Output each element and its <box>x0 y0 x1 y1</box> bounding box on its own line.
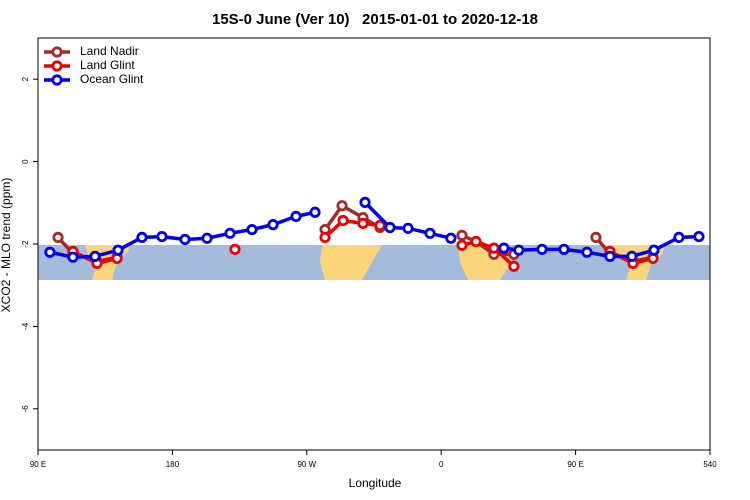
data-point <box>201 232 213 244</box>
data-point <box>590 231 602 244</box>
data-point <box>224 227 236 239</box>
legend-marker <box>51 60 63 72</box>
x-axis-label: Longitude <box>349 476 402 490</box>
data-point <box>693 230 705 243</box>
legend-marker <box>51 74 63 86</box>
data-point <box>309 206 321 218</box>
data-point <box>558 243 570 255</box>
data-point <box>445 232 457 244</box>
x-tick-label: 90 E <box>30 460 46 469</box>
data-point <box>136 231 148 244</box>
data-point <box>626 250 638 262</box>
data-point <box>673 231 685 244</box>
legend-label: Land Nadir <box>80 44 139 58</box>
data-point <box>67 251 79 263</box>
data-point <box>508 260 520 272</box>
data-point <box>319 231 331 244</box>
data-point <box>89 250 101 262</box>
legend-marker <box>51 46 63 58</box>
data-point <box>456 239 468 251</box>
data-point <box>470 235 482 248</box>
x-tick-label: 90 W <box>297 460 316 469</box>
plot-frame <box>37 37 711 451</box>
y-axis-label: XCO2 - MLO trend (ppm) <box>0 178 13 313</box>
x-tick-label: 90 E <box>567 460 583 469</box>
data-point <box>156 230 168 243</box>
legend-label: Ocean Glint <box>80 72 144 86</box>
data-point <box>179 233 191 246</box>
y-tick-label: -4 <box>21 322 30 330</box>
data-point <box>424 227 436 239</box>
data-point <box>513 244 525 256</box>
data-point <box>52 231 64 244</box>
x-tick-label: 540 <box>703 460 717 469</box>
data-point <box>384 221 396 234</box>
y-tick-label: -2 <box>21 240 30 248</box>
data-point <box>229 243 241 255</box>
data-point <box>44 246 56 258</box>
data-point <box>498 242 510 254</box>
data-point <box>536 243 548 255</box>
legend-label: Land Glint <box>80 58 135 72</box>
data-point <box>267 219 279 231</box>
data-point <box>456 229 468 241</box>
data-point <box>290 210 302 222</box>
x-tick-label: 0 <box>439 460 444 469</box>
data-point <box>359 196 371 208</box>
data-point <box>357 217 369 229</box>
chart-title: 15S-0 June (Ver 10) 2015-01-01 to 2020-1… <box>212 11 538 28</box>
y-tick-label: 2 <box>21 76 30 81</box>
data-point <box>112 244 124 256</box>
data-point <box>246 223 258 236</box>
data-point <box>374 219 386 232</box>
data-point <box>488 242 500 254</box>
data-point <box>604 250 616 262</box>
data-point <box>336 200 348 212</box>
data-point <box>402 222 414 234</box>
data-point <box>581 246 593 258</box>
x-tick-label: 180 <box>166 460 180 469</box>
data-point <box>648 244 660 256</box>
data-point <box>337 214 349 227</box>
map-strip <box>38 245 710 280</box>
y-tick-label: 0 <box>21 159 30 164</box>
y-tick-label: -6 <box>21 405 30 413</box>
